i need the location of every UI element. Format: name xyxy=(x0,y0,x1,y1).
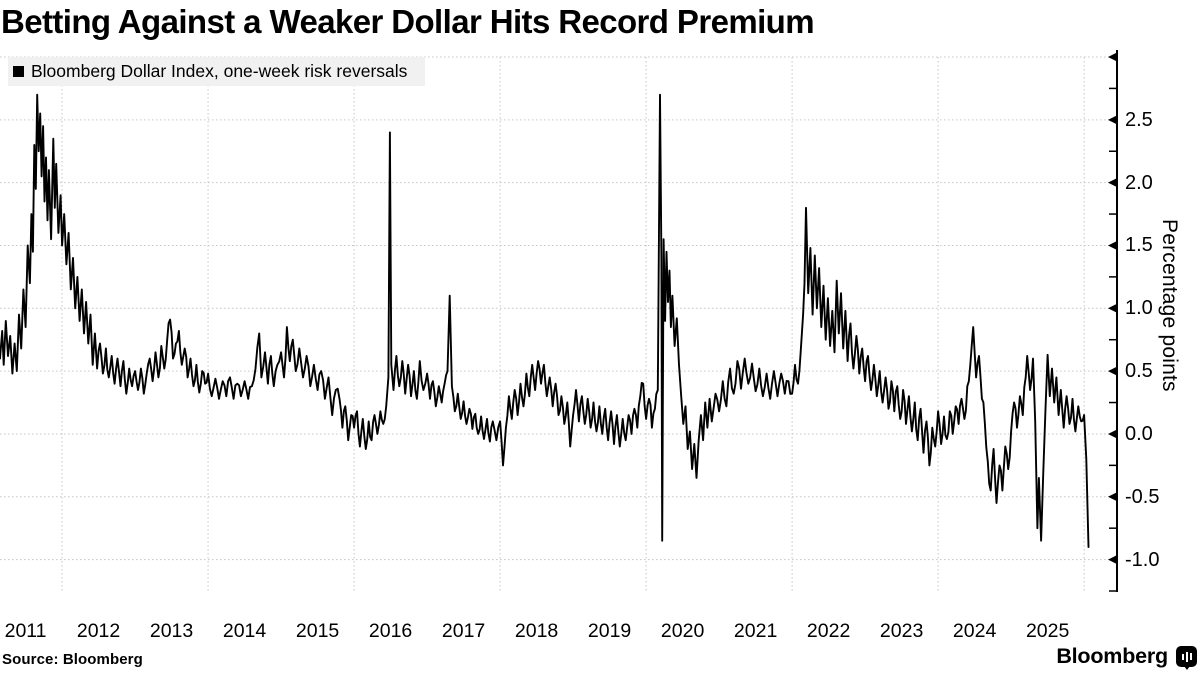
x-axis-tick-label: 2019 xyxy=(587,620,632,642)
y-axis-arrow-tick xyxy=(1108,492,1117,502)
y-axis-tick-label: -0.5 xyxy=(1125,485,1160,508)
y-axis-arrow-tick xyxy=(1108,303,1117,313)
y-axis-tick-label: 0.0 xyxy=(1125,422,1153,445)
x-axis-tick-label: 2015 xyxy=(295,620,340,642)
x-axis-tick-label: 2021 xyxy=(733,620,778,642)
legend: Bloomberg Dollar Index, one-week risk re… xyxy=(8,57,426,86)
x-axis-tick-label: 2025 xyxy=(1025,620,1070,642)
bloomberg-chart-bubble-icon xyxy=(1176,646,1197,670)
y-axis-tick-label: 2.5 xyxy=(1125,108,1153,131)
x-axis-tick-label: 2022 xyxy=(806,620,851,642)
x-axis-tick-label: 2017 xyxy=(441,620,486,642)
x-axis-tick-label: 2011 xyxy=(4,620,47,642)
y-axis-arrow-tick xyxy=(1108,240,1117,250)
source-note: Source: Bloomberg xyxy=(2,651,143,668)
page-title: Betting Against a Weaker Dollar Hits Rec… xyxy=(1,3,815,40)
y-axis-title: Percentage points xyxy=(1158,219,1181,392)
y-axis-arrow-tick xyxy=(1108,52,1117,62)
x-axis-tick-label: 2023 xyxy=(879,620,924,642)
y-axis-tick-label: 1.0 xyxy=(1125,297,1153,320)
y-axis-arrow-tick xyxy=(1108,366,1117,376)
bloomberg-wordmark: Bloomberg xyxy=(1056,644,1168,668)
y-axis-tick-label: 2.0 xyxy=(1125,171,1153,194)
x-axis-tick-label: 2020 xyxy=(660,620,705,642)
x-axis-tick-label: 2012 xyxy=(76,620,121,642)
y-axis-arrow-tick xyxy=(1108,178,1117,188)
bloomberg-brand: Bloomberg xyxy=(1056,644,1197,670)
y-axis-tick-label: 0.5 xyxy=(1125,360,1153,383)
y-axis-arrow-tick xyxy=(1108,555,1117,565)
x-axis-tick-label: 2024 xyxy=(952,620,997,642)
x-axis-tick-label: 2014 xyxy=(222,620,267,642)
risk-reversal-line xyxy=(0,93,1090,548)
y-axis-tick-label: -1.0 xyxy=(1125,548,1160,571)
x-axis-tick-label: 2013 xyxy=(149,620,194,642)
x-axis-tick-label: 2016 xyxy=(368,620,413,642)
y-axis-arrow-tick xyxy=(1108,115,1117,125)
legend-square-icon xyxy=(13,66,24,77)
legend-label: Bloomberg Dollar Index, one-week risk re… xyxy=(31,61,408,81)
y-axis-tick-label: 1.5 xyxy=(1125,234,1153,257)
y-axis-arrow-tick xyxy=(1108,429,1117,439)
x-axis-tick-label: 2018 xyxy=(514,620,559,642)
